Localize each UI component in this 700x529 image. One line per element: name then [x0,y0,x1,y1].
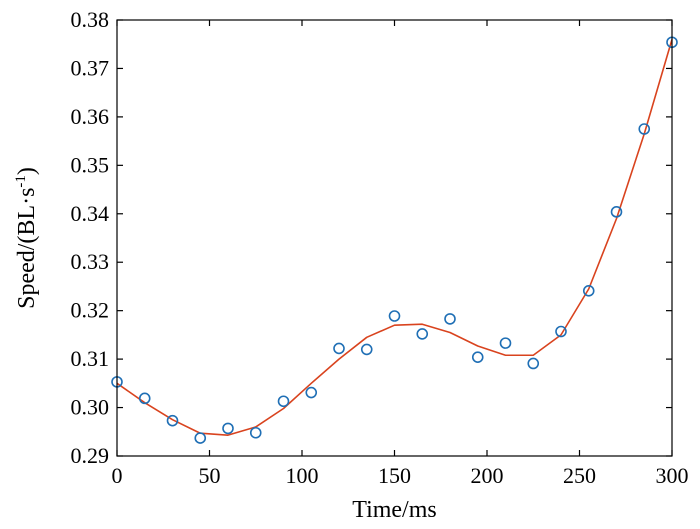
y-axis-label-main: Speed/(BL·s [14,188,40,309]
y-tick-label: 0.36 [71,104,110,129]
data-point [416,328,429,340]
data-point [277,395,290,408]
y-tick-label: 0.32 [71,298,110,323]
fit-line [116,39,673,436]
data-point [582,284,595,297]
fit-line-layer [116,39,673,436]
data-point [471,351,484,363]
data-point [166,414,179,427]
data-point [610,206,623,218]
x-tick-label: 300 [656,463,689,488]
y-tick-label: 0.29 [71,443,110,468]
data-point [499,337,512,349]
y-axis-label: Speed/(BL·s-1) [13,167,40,309]
plot-frame [116,19,673,457]
x-tick-label: 100 [286,463,319,488]
y-tick-label: 0.37 [71,55,110,80]
data-point [222,422,234,435]
x-tick-label: 50 [199,463,221,488]
x-tick-label: 0 [112,463,123,488]
data-point [333,342,345,355]
data-point [360,343,373,356]
data-point [638,123,651,135]
y-tick-label: 0.34 [71,201,110,226]
data-points-layer [111,36,678,444]
x-axis-label: Time/ms [352,497,436,523]
y-tick-label: 0.31 [71,346,110,371]
x-tick-label: 150 [378,463,411,488]
y-tick-label: 0.38 [71,7,110,32]
data-point [444,313,456,325]
data-point [194,432,207,444]
y-tick-label: 0.35 [71,152,110,177]
y-tick-label: 0.30 [71,395,110,420]
y-tick-label: 0.33 [71,249,110,274]
data-point [305,386,318,399]
y-axis-label-superscript: -1 [13,175,29,188]
data-point [388,310,401,322]
x-tick-label: 200 [471,463,504,488]
data-point [527,357,540,370]
x-tick-label: 250 [563,463,596,488]
ticks-layer: 0 50 100 150 200 250 300 0.29 0.30 0.31 0.32 0.33 0.… [71,7,689,488]
y-axis-label-tail: ) [14,167,40,175]
data-point [555,325,567,338]
data-point [249,426,262,439]
data-point [138,392,151,405]
